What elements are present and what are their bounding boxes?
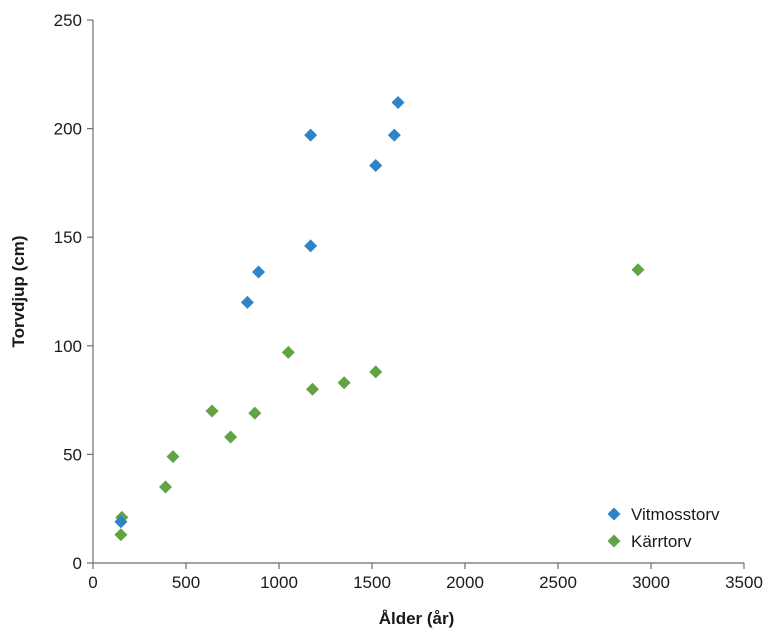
y-tick-label: 150 — [54, 228, 82, 247]
data-point-vitmosstorv — [304, 239, 318, 253]
x-tick-label: 3000 — [632, 573, 670, 592]
data-point-vitmosstorv — [387, 128, 401, 142]
data-point-k-rrtorv — [205, 404, 219, 418]
data-point-k-rrtorv — [114, 528, 128, 542]
data-point-k-rrtorv — [281, 345, 295, 359]
y-ticks: 0 50 100 150 200 250 — [54, 11, 93, 573]
x-tick-label: 1000 — [260, 573, 298, 592]
data-point-vitmosstorv — [304, 128, 318, 142]
y-axis-title: Torvdjup (cm) — [9, 235, 28, 347]
y-tick-label: 250 — [54, 11, 82, 30]
y-tick-label: 200 — [54, 120, 82, 139]
data-points — [114, 96, 645, 542]
data-point-k-rrtorv — [248, 406, 262, 420]
data-point-vitmosstorv — [114, 515, 128, 529]
data-point-k-rrtorv — [224, 430, 238, 444]
data-point-k-rrtorv — [159, 480, 173, 494]
x-tick-label: 1500 — [353, 573, 391, 592]
data-point-vitmosstorv — [252, 265, 266, 279]
y-tick-label: 0 — [73, 554, 82, 573]
data-point-k-rrtorv — [631, 263, 645, 277]
data-point-k-rrtorv — [369, 365, 383, 379]
data-point-vitmosstorv — [240, 295, 254, 309]
legend-label-k-rrtorv: Kärrtorv — [631, 532, 692, 551]
data-point-vitmosstorv — [369, 159, 383, 173]
x-axis-title: Ålder (år) — [379, 609, 455, 628]
legend: Vitmosstorv Kärrtorv — [607, 505, 720, 551]
legend-marker-vitmosstorv — [607, 507, 621, 521]
x-tick-label: 0 — [88, 573, 97, 592]
x-ticks: 0 500 1000 1500 2000 2500 3000 3500 — [88, 563, 763, 592]
x-tick-label: 2000 — [446, 573, 484, 592]
legend-label-vitmosstorv: Vitmosstorv — [631, 505, 720, 524]
x-tick-label: 500 — [172, 573, 200, 592]
axes: 0 50 100 150 200 250 0 500 1000 1500 2000 2500 3000… — [54, 11, 763, 592]
x-tick-label: 2500 — [539, 573, 577, 592]
y-tick-label: 50 — [63, 445, 82, 464]
data-point-k-rrtorv — [166, 450, 180, 464]
data-point-k-rrtorv — [305, 382, 319, 396]
x-tick-label: 3500 — [725, 573, 763, 592]
legend-marker-k-rrtorv — [607, 534, 621, 548]
data-point-vitmosstorv — [391, 96, 405, 110]
data-point-k-rrtorv — [337, 376, 351, 390]
y-tick-label: 100 — [54, 337, 82, 356]
